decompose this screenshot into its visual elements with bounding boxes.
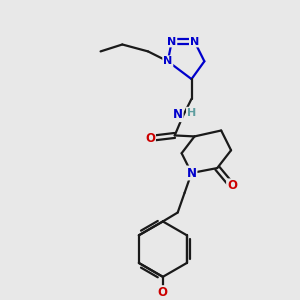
Text: O: O	[158, 286, 168, 299]
Text: O: O	[227, 179, 237, 192]
Text: N: N	[173, 108, 183, 121]
Text: O: O	[145, 132, 155, 145]
Text: N: N	[187, 167, 196, 179]
Text: N: N	[167, 37, 176, 46]
Text: N: N	[190, 37, 199, 46]
Text: H: H	[187, 108, 196, 118]
Text: N: N	[163, 56, 172, 66]
